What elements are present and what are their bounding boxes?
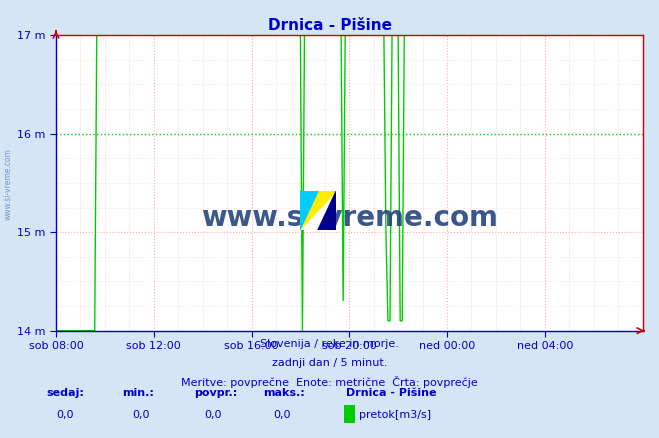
Polygon shape	[318, 191, 336, 230]
Text: Drnica - Pišine: Drnica - Pišine	[346, 388, 436, 398]
Text: 0,0: 0,0	[132, 410, 150, 420]
Text: Drnica - Pišine: Drnica - Pišine	[268, 18, 391, 32]
Text: 0,0: 0,0	[204, 410, 222, 420]
Text: 0,0: 0,0	[273, 410, 291, 420]
Text: www.si-vreme.com: www.si-vreme.com	[3, 148, 13, 220]
Text: povpr.:: povpr.:	[194, 388, 238, 398]
Text: www.si-vreme.com: www.si-vreme.com	[201, 205, 498, 232]
Text: Slovenija / reke in morje.: Slovenija / reke in morje.	[260, 339, 399, 350]
Text: zadnji dan / 5 minut.: zadnji dan / 5 minut.	[272, 358, 387, 368]
Text: maks.:: maks.:	[264, 388, 305, 398]
Text: sedaj:: sedaj:	[46, 388, 84, 398]
Polygon shape	[300, 191, 318, 230]
Text: 0,0: 0,0	[56, 410, 74, 420]
Text: pretok[m3/s]: pretok[m3/s]	[359, 410, 431, 420]
Text: min.:: min.:	[122, 388, 154, 398]
Text: Meritve: povprečne  Enote: metrične  Črta: povprečje: Meritve: povprečne Enote: metrične Črta:…	[181, 376, 478, 388]
Polygon shape	[300, 191, 336, 230]
